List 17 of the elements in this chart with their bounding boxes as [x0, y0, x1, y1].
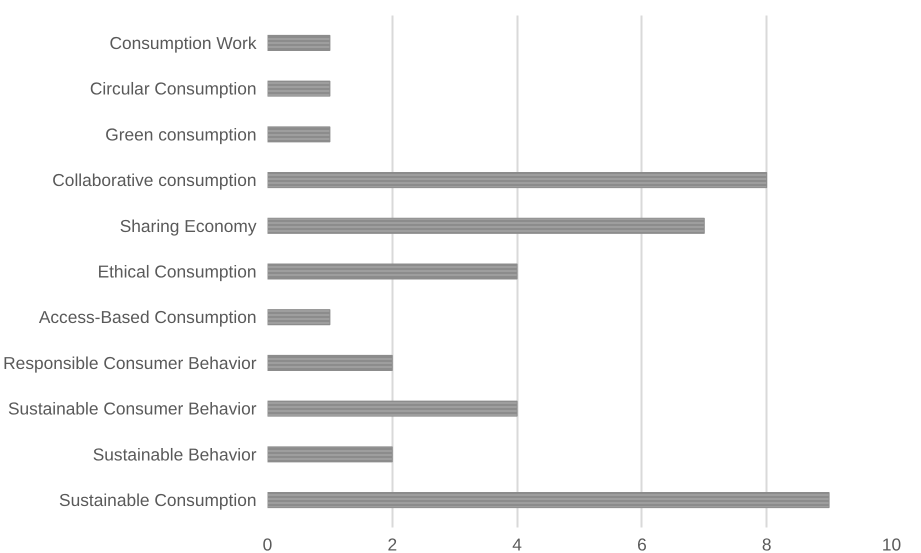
y-tick-label: Ethical Consumption — [98, 262, 257, 282]
x-tick-label: 0 — [262, 534, 272, 553]
y-tick-label: Consumption Work — [109, 32, 257, 53]
y-tick-label: Green consumption — [105, 124, 257, 144]
y-tick-label: Sustainable Consumption — [59, 490, 257, 510]
x-tick-label: 8 — [762, 534, 772, 553]
y-tick-label: Sustainable Behavior — [92, 444, 257, 464]
x-tick-label: 4 — [512, 534, 522, 553]
y-tick-label: Collaborative consumption — [52, 170, 257, 190]
y-tick-label: Sustainable Consumer Behavior — [8, 398, 257, 419]
y-tick-label: Circular Consumption — [90, 78, 257, 99]
x-tick-label: 10 — [882, 534, 902, 553]
y-tick-label: Sharing Economy — [120, 216, 257, 236]
x-tick-label: 2 — [387, 534, 398, 553]
y-tick-label: Responsible Consumer Behavior — [3, 352, 257, 373]
y-tick-label: Access-Based Consumption — [38, 307, 257, 328]
x-tick-label: 6 — [637, 534, 647, 553]
